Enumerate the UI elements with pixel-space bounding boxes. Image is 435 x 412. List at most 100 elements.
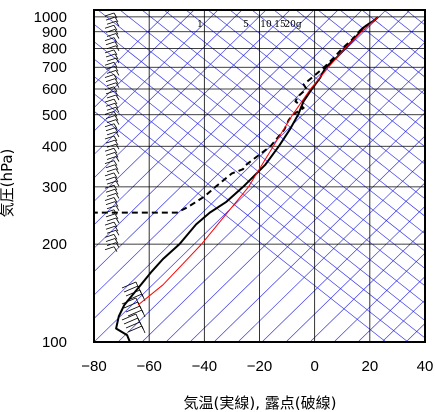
wind-barb [105,225,116,230]
isotherm-line [141,65,425,342]
wind-barb-flag [114,41,119,47]
wind-barb [106,33,117,37]
wind-barb-flag [113,86,118,93]
wind-barb [106,156,117,160]
wind-barb [106,20,117,25]
isotherm-line [94,10,315,226]
wind-barb [105,176,116,181]
wind-barb-flag [114,152,119,158]
wind-barb [105,16,116,21]
wind-barb-flag [115,180,120,187]
adiabat-line [119,10,425,252]
background-lines-group [94,10,425,342]
wind-barb-flag [114,78,119,84]
wind-barb [106,82,117,87]
wind-barb-flag [114,225,119,232]
wind-barb-flag [115,94,120,101]
y-tick-label: 400 [42,138,67,155]
wind-barb [106,205,117,210]
wind-barb-flag [113,74,118,80]
adiabat-line [251,10,425,148]
mixing-ratio-label: 5 [243,20,249,30]
wind-barb-flag [113,123,118,129]
wind-barb-flag [115,82,120,88]
adiabat-line [94,110,387,342]
wind-barb-flag [114,66,119,72]
y-tick-label: 300 [42,179,67,196]
wind-barb-flag [115,70,120,76]
adiabat-line [141,10,425,235]
wind-barb [104,61,115,66]
wind-barb-flag [115,168,120,175]
adiabat-line [207,10,425,182]
wind-barb-flag [115,45,120,52]
wind-barb [105,213,116,218]
y-tick-label: 200 [42,236,67,253]
isotherm-line [333,252,425,342]
isotherm-line [285,205,425,342]
isotherm-line [261,182,425,342]
tick-labels-group: −80 −60 −40 −20 0 20 40 100 200 300 400 500 600 700 80… [34,9,434,375]
wind-barb-flag [115,20,120,27]
adiabat-line [229,10,425,165]
y-axis-title: 気圧(hPa) [0,149,16,218]
adiabat-line [317,10,425,95]
wind-barb [105,127,116,132]
y-tick-label: 900 [42,24,67,41]
mixing-ratio-label: 10 [260,20,272,30]
isotherm-line [94,10,387,296]
wind-barb [104,221,115,226]
wind-barb-flag [114,90,119,97]
wind-barb-flag [113,246,118,252]
wind-barb [105,201,116,205]
wind-barb-flag [114,238,119,244]
wind-barb [104,37,115,41]
wind-barb-flag [115,33,120,39]
x-tick-label: −20 [247,358,272,375]
wind-barb-flag [115,230,120,236]
adiabat-line [273,10,425,130]
wind-barb-flag [113,25,118,31]
isotherm-line [94,10,195,109]
wind-barb-flag [114,102,119,109]
isotherm-line [357,276,425,342]
wind-barb [105,115,116,119]
wind-barb [105,78,116,82]
wind-barb-flag [113,160,118,166]
wind-barb [105,152,116,156]
wind-barb [121,297,137,305]
isotherm-line [117,41,425,342]
mixing-ratio-label: 1 [197,20,203,30]
wind-barb-flag [115,131,120,138]
wind-barb-flag [115,242,120,248]
x-tick-label: 0 [310,358,318,375]
wind-barb [106,45,117,50]
adiabat-line [339,10,425,78]
wind-barb [106,131,117,136]
x-tick-label: 40 [417,358,434,375]
grid-group [94,10,425,342]
wind-barb [104,123,115,128]
x-tick-label: 20 [361,358,378,375]
adiabat-line [97,10,425,269]
mixing-ratio-label: 15 [274,20,286,30]
wind-barb-flag [113,61,118,68]
wind-barb [106,229,117,234]
wind-barb-flag [114,16,119,23]
wind-barb [105,102,116,107]
isotherm-line [309,229,425,342]
wind-barb [105,65,116,70]
wind-barb-flag [113,221,118,228]
isotherm-line [94,10,411,319]
wind-barb-flag [115,107,120,113]
wind-barb-flag [141,309,146,318]
isotherm-line [189,112,425,342]
adiabat-line [163,10,425,217]
wind-barb [104,98,115,103]
wind-barb-flag [114,176,119,183]
x-tick-label: −40 [192,358,217,375]
y-tick-label: 1000 [34,9,67,26]
wind-barb-flag [113,98,118,105]
wind-barb [106,94,117,99]
wind-barb-flag [113,148,118,154]
